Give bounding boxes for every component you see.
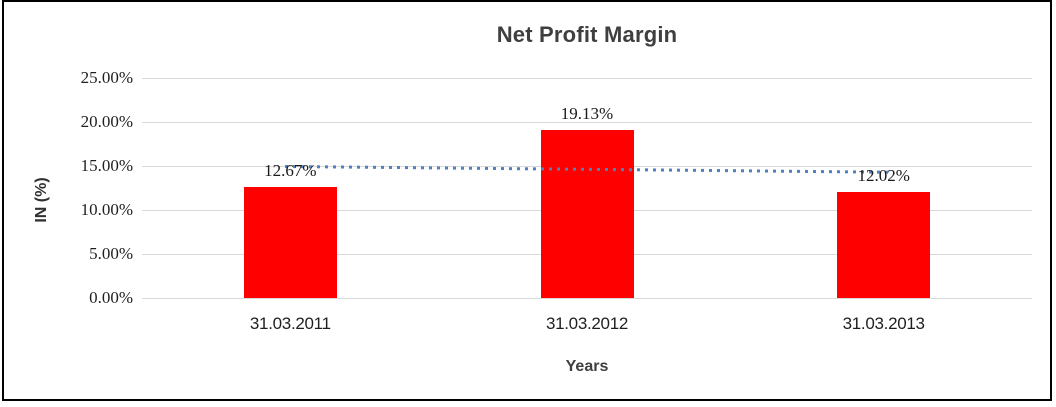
bar bbox=[243, 186, 337, 298]
x-axis-title: Years bbox=[565, 358, 609, 375]
x-tick-label: 31.03.2013 bbox=[842, 314, 925, 333]
bar bbox=[837, 192, 931, 298]
y-tick-label: 5.00% bbox=[89, 244, 133, 263]
chart-title: Net Profit Margin bbox=[496, 22, 678, 47]
bar bbox=[540, 129, 634, 298]
gridline bbox=[142, 122, 1032, 123]
gridline bbox=[142, 298, 1032, 299]
x-tick-label: 31.03.2011 bbox=[249, 314, 331, 333]
bar-data-label: 12.02% bbox=[857, 166, 910, 186]
y-tick-label: 0.00% bbox=[89, 288, 133, 307]
x-tick-label: 31.03.2012 bbox=[545, 314, 629, 333]
y-tick-label: 15.00% bbox=[80, 156, 133, 175]
y-tick-label: 25.00% bbox=[80, 68, 133, 87]
bar-data-label: 19.13% bbox=[560, 103, 614, 123]
y-tick-label: 10.00% bbox=[80, 200, 133, 219]
y-tick-label: 20.00% bbox=[80, 112, 133, 131]
gridline bbox=[142, 78, 1032, 79]
bar-data-label: 12.67% bbox=[264, 160, 317, 180]
